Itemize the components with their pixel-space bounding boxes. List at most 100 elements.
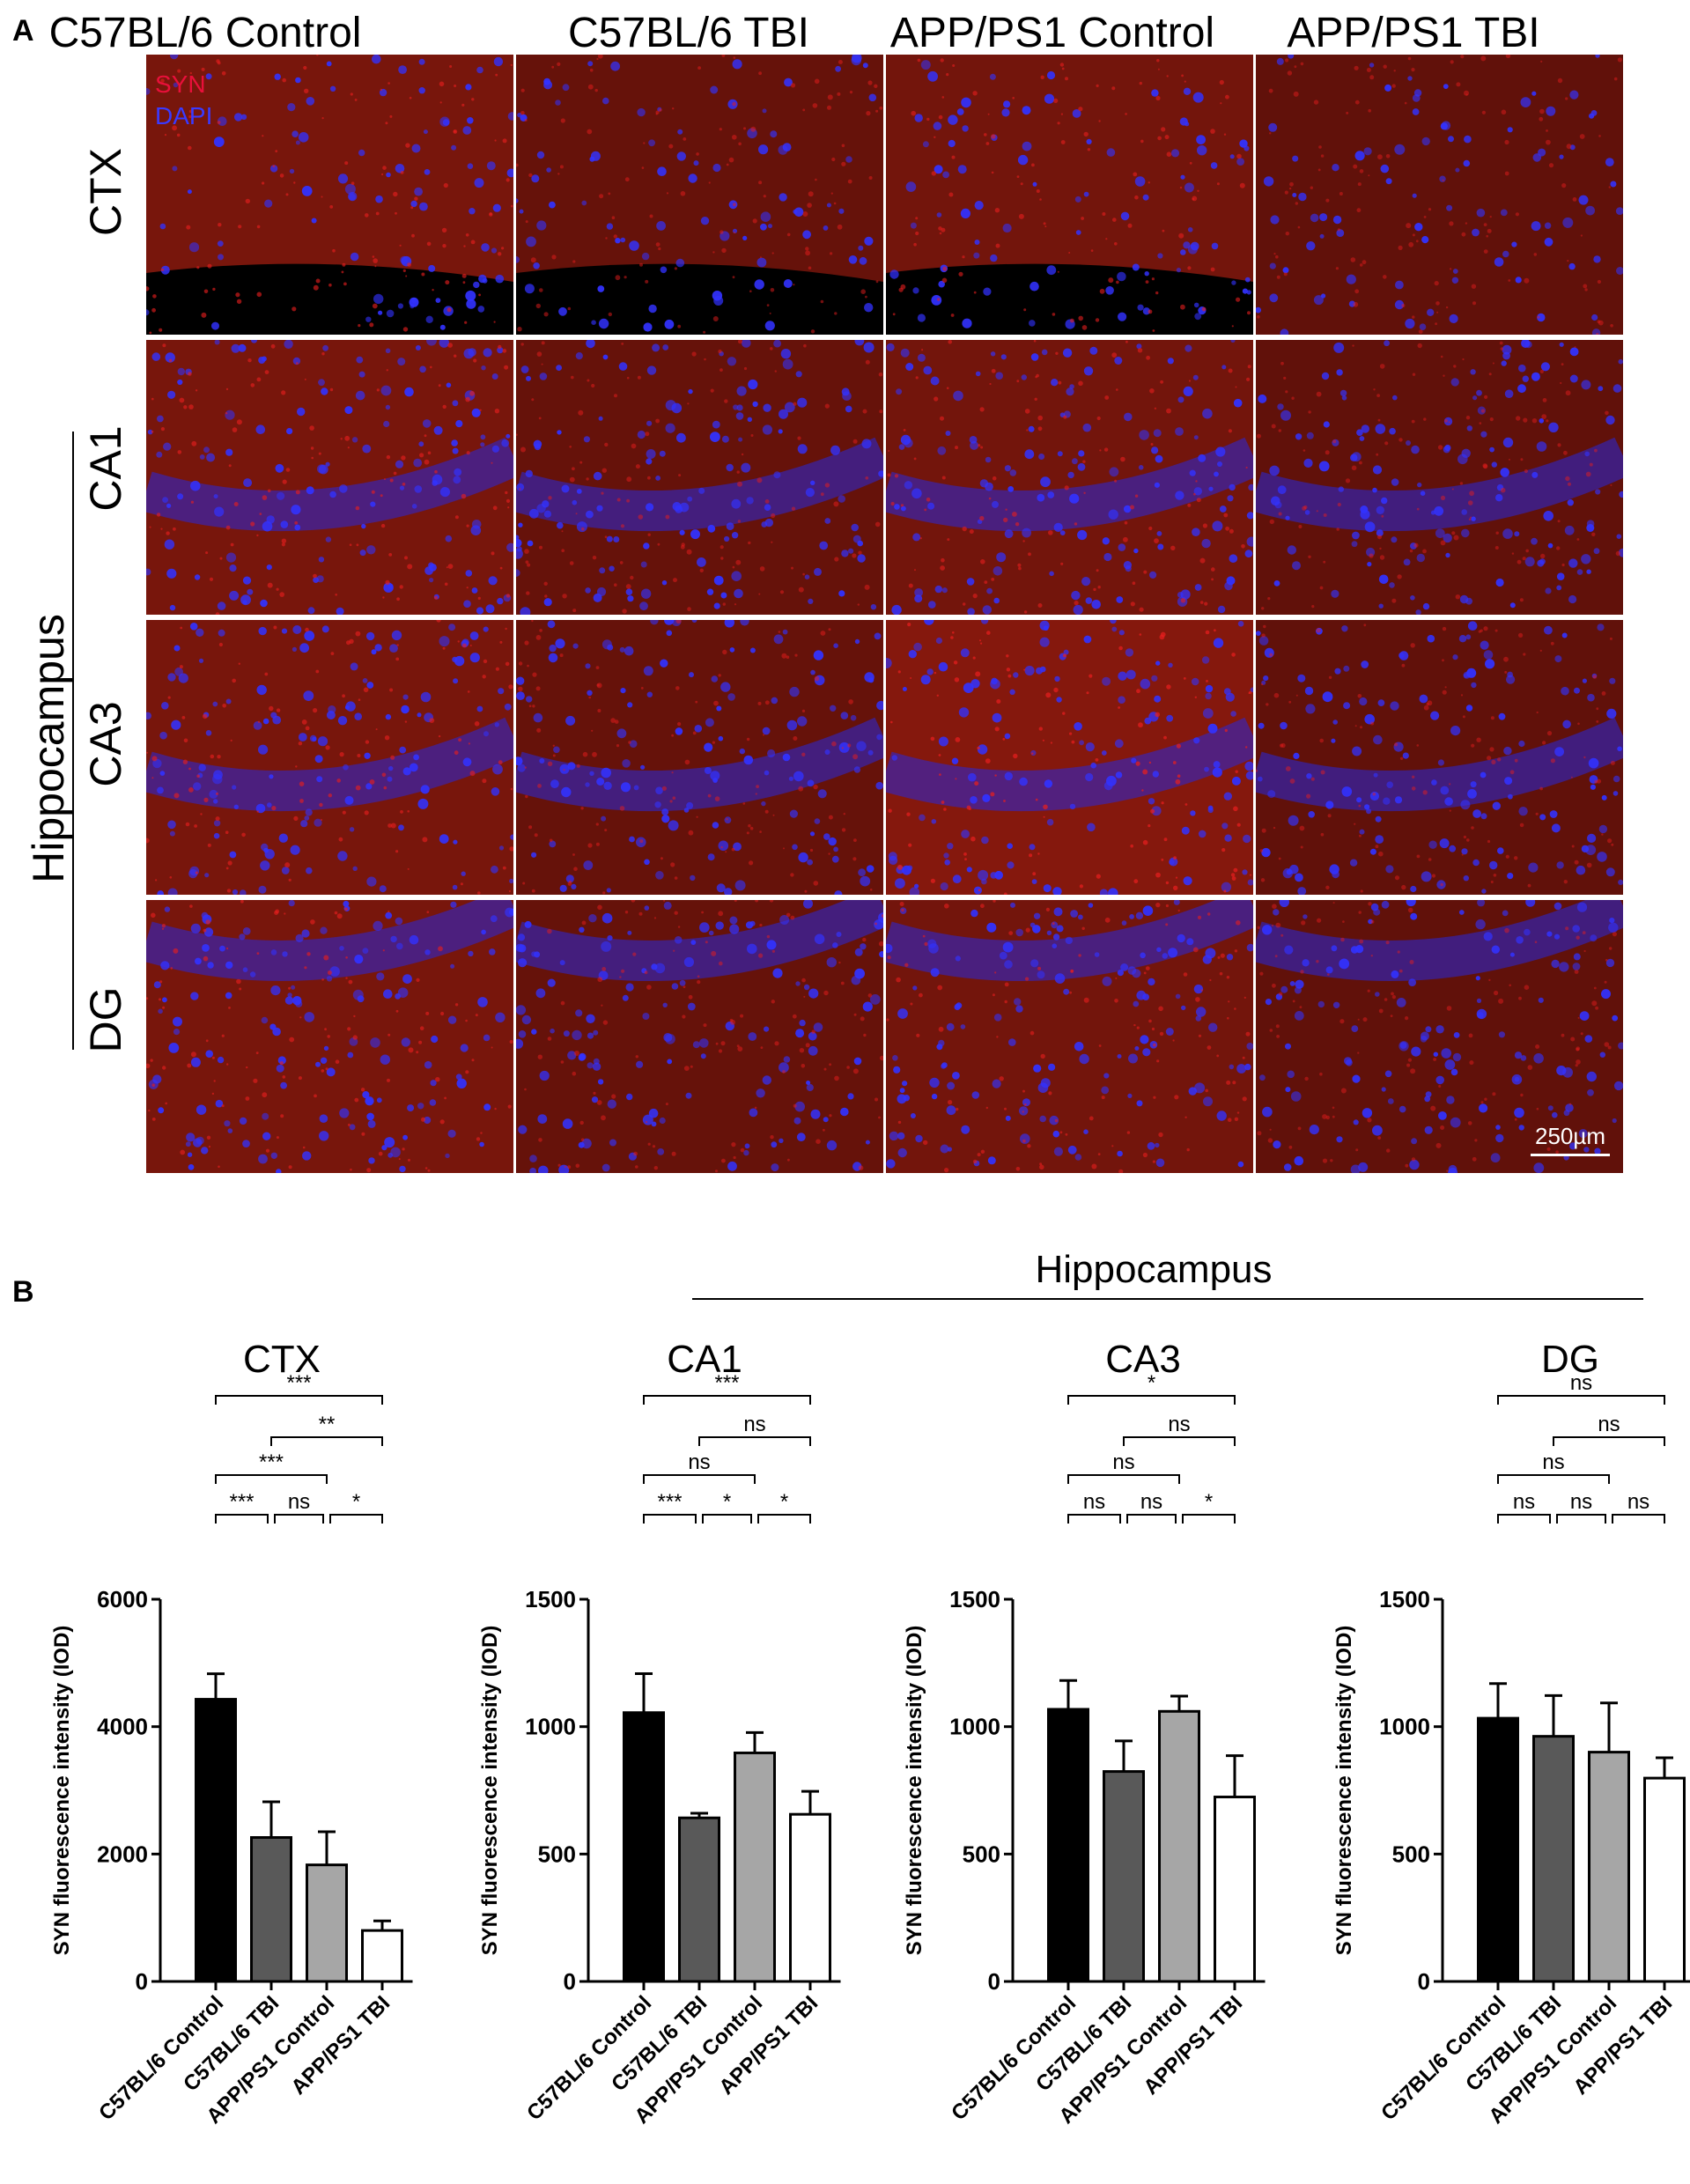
hippocampus-bracket-b (692, 1298, 1643, 1300)
sig-bracket-ca1-1 (698, 1436, 811, 1446)
bar-ctx-2 (306, 1863, 348, 1983)
sig-bracket-ca3-3 (1067, 1514, 1121, 1524)
sig-bracket-ctx-2 (215, 1474, 328, 1484)
y-tick-label-ctx-3: 6000 (97, 1586, 148, 1612)
sig-label-dg-1: ns (1598, 1413, 1620, 1436)
sig-label-ca1-4: * (723, 1490, 731, 1514)
bar-ca3-0 (1047, 1708, 1089, 1983)
y-tick-label-dg-3: 1500 (1379, 1586, 1430, 1612)
scale-bar-label: 250µm (1534, 1123, 1606, 1149)
sig-label-dg-0: ns (1570, 1371, 1592, 1395)
y-axis-label-ca3: SYN fluorescence intensity (IOD) (903, 1626, 926, 1956)
sig-label-ca1-1: ns (743, 1413, 765, 1436)
x-tick-label-ca1-3: APP/PS1 TBI (714, 1991, 823, 2099)
sig-bracket-dg-0 (1497, 1395, 1665, 1405)
chart-title-ca3: CA3 (1105, 1338, 1181, 1381)
column-header-c57-control: C57BL/6 Control (48, 10, 362, 56)
chart-title-ctx: CTX (243, 1338, 321, 1381)
y-tick-label-ctx-1: 2000 (97, 1841, 148, 1867)
micrograph-ca3-1 (146, 620, 513, 895)
sig-bracket-dg-1 (1553, 1436, 1665, 1446)
bar-ca1-2 (734, 1751, 776, 1983)
column-header-c57-tbi: C57BL/6 TBI (568, 10, 809, 56)
y-axis-label-ctx: SYN fluorescence intensity (IOD) (50, 1626, 74, 1956)
micrograph-ctx-2 (516, 55, 883, 335)
hippocampus-label-a: Hippocampus (24, 614, 73, 883)
sig-bracket-ca3-5 (1182, 1514, 1236, 1524)
y-tick-label-ctx-0: 0 (136, 1968, 148, 1995)
micrograph-ca3-3 (886, 620, 1253, 895)
sig-bracket-ca3-2 (1067, 1474, 1180, 1484)
syn-stain-label: SYN (155, 70, 206, 98)
micrograph-dg-1 (146, 900, 513, 1173)
sig-bracket-ca3-0 (1067, 1395, 1236, 1405)
chart-title-dg: DG (1541, 1338, 1599, 1381)
bar-ca1-0 (623, 1711, 665, 1983)
bar-charts: CTX 0 2000 4000 6000 SYN fluorescence intensi… (50, 1338, 1690, 2129)
micrograph-ca3-4 (1256, 620, 1623, 895)
sig-bracket-ctx-4 (274, 1514, 324, 1524)
sig-label-ca3-3: ns (1083, 1490, 1105, 1514)
sig-bracket-ca1-5 (757, 1514, 811, 1524)
sig-bracket-ca1-3 (643, 1514, 697, 1524)
bar-ca1-1 (678, 1816, 720, 1983)
dapi-stain-label: DAPI (155, 102, 213, 129)
row-label-ca3: CA3 (81, 701, 130, 787)
y-tick-label-ca1-3: 1500 (525, 1586, 576, 1612)
sig-bracket-ctx-5 (329, 1514, 383, 1524)
sig-label-ca1-2: ns (688, 1450, 710, 1474)
sig-bracket-dg-5 (1612, 1514, 1665, 1524)
sig-label-ca3-4: ns (1140, 1490, 1162, 1514)
sig-bracket-dg-3 (1497, 1514, 1551, 1524)
sig-label-ca3-2: ns (1112, 1450, 1134, 1474)
sig-bracket-ctx-0 (215, 1395, 383, 1405)
sig-label-ca3-0: * (1148, 1371, 1155, 1395)
bar-ca3-2 (1158, 1709, 1200, 1983)
sig-bracket-ca1-0 (643, 1395, 811, 1405)
y-tick-label-ca3-0: 0 (988, 1968, 1000, 1995)
y-tick-label-ctx-2: 4000 (97, 1714, 148, 1740)
y-axis-label-ca1: SYN fluorescence intensity (IOD) (478, 1626, 502, 1956)
panel-b-letter: B (12, 1275, 34, 1309)
micrograph-ctx-3 (886, 55, 1253, 335)
sig-label-ctx-3: *** (229, 1490, 254, 1514)
sig-bracket-dg-2 (1497, 1474, 1610, 1484)
sig-label-ca1-5: * (780, 1490, 788, 1514)
column-header-app-tbi: APP/PS1 TBI (1287, 10, 1540, 56)
y-tick-label-dg-0: 0 (1418, 1968, 1430, 1995)
x-tick-label-ctx-3: APP/PS1 TBI (286, 1991, 395, 2099)
sig-label-ctx-2: *** (259, 1450, 284, 1474)
y-tick-label-dg-1: 500 (1392, 1841, 1430, 1867)
y-tick-label-ca1-1: 500 (538, 1841, 576, 1867)
y-tick-label-dg-2: 1000 (1379, 1714, 1430, 1740)
hippocampus-label-b: Hippocampus (1035, 1248, 1273, 1291)
sig-label-ca3-1: ns (1168, 1413, 1190, 1436)
micrograph-dg-3 (886, 900, 1253, 1173)
sig-label-ctx-0: *** (286, 1371, 311, 1395)
micrograph-dg-4 (1256, 900, 1623, 1173)
sig-bracket-dg-4 (1556, 1514, 1606, 1524)
bar-ca3-1 (1103, 1770, 1145, 1983)
y-tick-label-ca3-2: 1000 (949, 1714, 1000, 1740)
row-label-dg: DG (81, 986, 130, 1053)
micrograph-ca1-2 (516, 340, 883, 615)
bar-ctx-0 (195, 1698, 237, 1983)
row-label-ca1: CA1 (81, 425, 130, 512)
hippocampus-bracket-a (72, 432, 74, 1050)
sig-label-ctx-4: ns (288, 1490, 310, 1514)
bar-dg-2 (1588, 1751, 1630, 1983)
scale-bar (1531, 1154, 1610, 1156)
micrograph-ca1-1 (146, 340, 513, 615)
micrograph-ca3-2 (516, 620, 883, 895)
sig-label-ca1-3: *** (657, 1490, 682, 1514)
sig-label-ca1-0: *** (714, 1371, 739, 1395)
bar-ctx-3 (361, 1929, 403, 1983)
sig-label-ctx-5: * (352, 1490, 360, 1514)
micrograph-ca1-3 (886, 340, 1253, 615)
sig-bracket-ca1-4 (702, 1514, 752, 1524)
y-tick-label-ca1-0: 0 (564, 1968, 576, 1995)
sig-bracket-ca1-2 (643, 1474, 756, 1484)
sig-label-dg-3: ns (1513, 1490, 1535, 1514)
micrograph-ctx-1 (146, 55, 513, 335)
